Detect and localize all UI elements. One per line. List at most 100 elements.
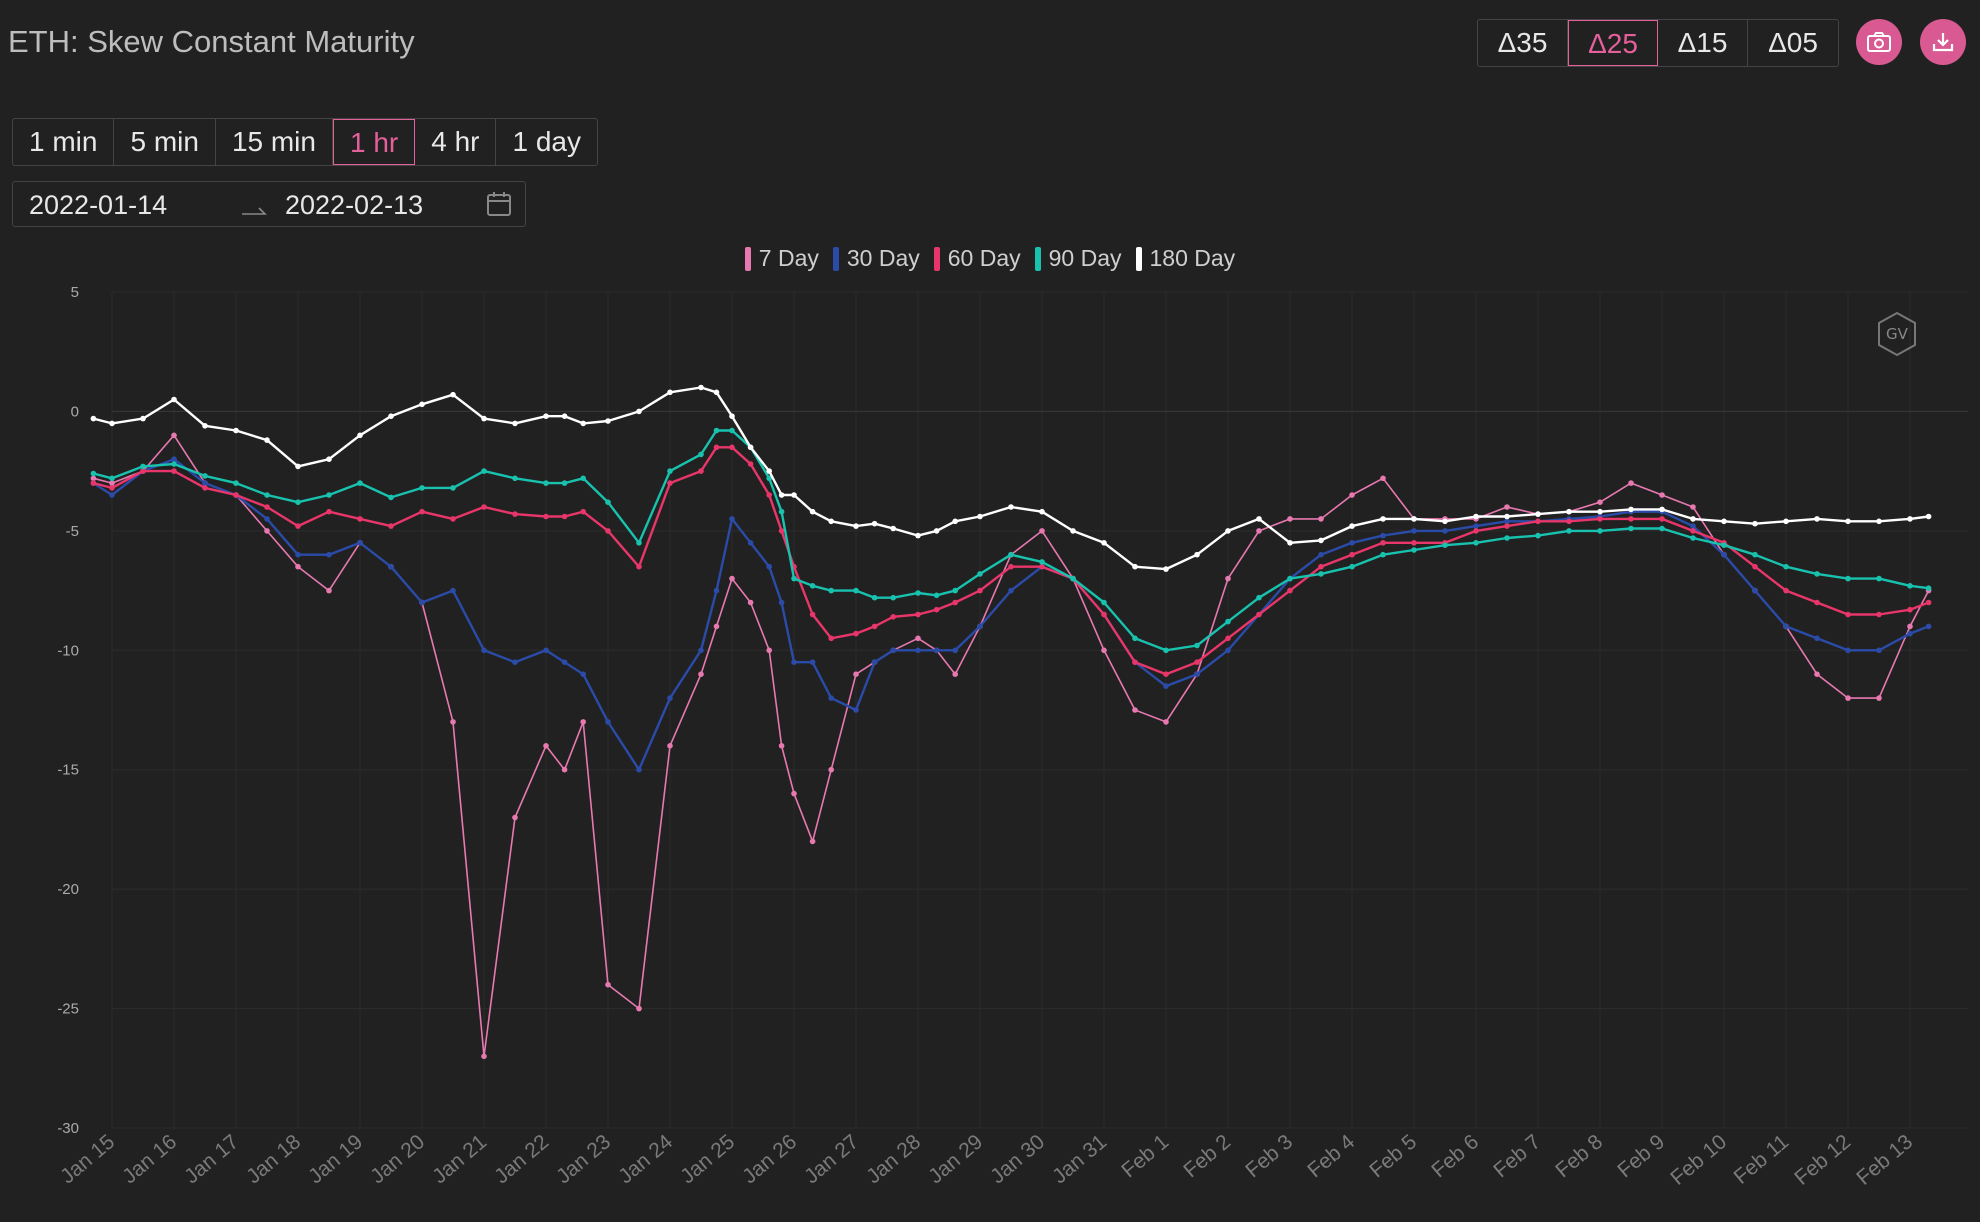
data-point [1504, 518, 1510, 525]
data-point [357, 540, 363, 546]
timeframe-selector: 1 min 5 min 15 min 1 hr 4 hr 1 day [12, 118, 598, 166]
series-line-7-day [93, 434, 1930, 1058]
data-point [1535, 511, 1541, 517]
data-point [1783, 587, 1789, 594]
data-point [766, 475, 772, 482]
data-point [1783, 563, 1789, 570]
data-point [952, 587, 958, 594]
data-point [809, 583, 816, 589]
data-point [698, 671, 704, 677]
legend-item-60-day[interactable]: 60 Day [933, 245, 1021, 272]
data-point [1566, 528, 1572, 534]
data-point [915, 611, 921, 618]
timeframe-1min[interactable]: 1 min [13, 119, 115, 165]
data-point [1411, 540, 1417, 546]
data-point [1194, 551, 1200, 558]
data-point [766, 563, 772, 570]
data-point [698, 451, 704, 458]
timeframe-1hr[interactable]: 1 hr [332, 119, 416, 165]
data-point [1318, 516, 1324, 522]
x-tick-label: Jan 22 [490, 1130, 553, 1188]
end-date-input[interactable] [283, 182, 477, 228]
data-point [636, 766, 642, 773]
data-point [295, 499, 301, 506]
data-point [1318, 551, 1324, 558]
data-point [1845, 575, 1851, 582]
data-point [109, 475, 115, 482]
x-tick-label: Feb 11 [1730, 1130, 1794, 1189]
start-date-input[interactable] [27, 182, 231, 228]
data-point [747, 540, 754, 546]
timeframe-1day[interactable]: 1 day [512, 126, 581, 157]
timeframe-5min[interactable]: 5 min [114, 119, 216, 165]
data-point [1411, 547, 1417, 553]
x-tick-label: Jan 21 [428, 1130, 491, 1188]
data-point [171, 468, 177, 474]
data-point [1659, 506, 1665, 513]
data-point [1070, 528, 1076, 534]
data-point [1225, 575, 1231, 582]
legend-item-30-day[interactable]: 30 Day [832, 245, 920, 272]
data-point [1752, 563, 1758, 570]
timeframe-4hr[interactable]: 4 hr [415, 119, 497, 165]
data-point [1101, 611, 1107, 618]
data-point [1473, 528, 1479, 534]
legend-item-7-day[interactable]: 7 Day [744, 245, 819, 272]
legend-item-90-day[interactable]: 90 Day [1034, 245, 1122, 272]
data-point [1349, 523, 1355, 529]
data-point [233, 427, 239, 434]
delta-15-tab[interactable]: Δ15 [1658, 20, 1748, 66]
data-point [1411, 516, 1417, 522]
data-point [1380, 532, 1386, 539]
data-point [580, 719, 586, 725]
data-point [1566, 518, 1572, 525]
data-point [698, 384, 704, 391]
chart-legend: 7 Day 30 Day 60 Day 90 Day 180 Day [0, 245, 1980, 272]
data-point [977, 587, 983, 594]
data-point [933, 592, 940, 599]
delta-35-tab[interactable]: Δ35 [1478, 20, 1568, 66]
data-point [450, 391, 456, 398]
data-point [871, 623, 878, 630]
data-point [853, 707, 859, 713]
calendar-icon[interactable] [485, 190, 513, 218]
x-tick-label: Jan 31 [1048, 1130, 1111, 1188]
data-point [1132, 707, 1138, 713]
data-point [890, 594, 896, 601]
screenshot-button[interactable] [1856, 19, 1902, 65]
data-point [1225, 635, 1231, 642]
y-tick-label: -30 [57, 1120, 79, 1137]
legend-label: 180 Day [1149, 245, 1236, 271]
data-point [1783, 623, 1789, 630]
data-point [1163, 671, 1169, 677]
data-point [809, 659, 816, 665]
data-point [809, 508, 816, 515]
data-point [1380, 551, 1386, 558]
data-point [140, 468, 146, 474]
delta-25-tab[interactable]: Δ25 [1568, 20, 1658, 66]
delta-05-tab[interactable]: Δ05 [1768, 27, 1818, 58]
data-point [1101, 599, 1107, 606]
data-point [512, 814, 518, 821]
data-point [1690, 504, 1696, 510]
data-point [778, 528, 785, 534]
data-point [543, 480, 549, 486]
data-point [1659, 492, 1665, 498]
data-point [713, 444, 720, 451]
data-point [1349, 492, 1355, 498]
data-point [871, 594, 878, 601]
data-point [605, 418, 611, 424]
data-point [890, 525, 896, 532]
data-point [233, 480, 239, 486]
data-point [90, 475, 97, 482]
legend-item-180-day[interactable]: 180 Day [1135, 245, 1236, 272]
download-button[interactable] [1920, 19, 1966, 65]
legend-swatch [832, 246, 839, 271]
data-point [419, 401, 425, 408]
data-point [1690, 516, 1696, 522]
x-tick-label: Feb 7 [1489, 1130, 1545, 1182]
timeframe-15min[interactable]: 15 min [216, 119, 333, 165]
data-point [202, 485, 208, 491]
data-point [1287, 540, 1293, 546]
